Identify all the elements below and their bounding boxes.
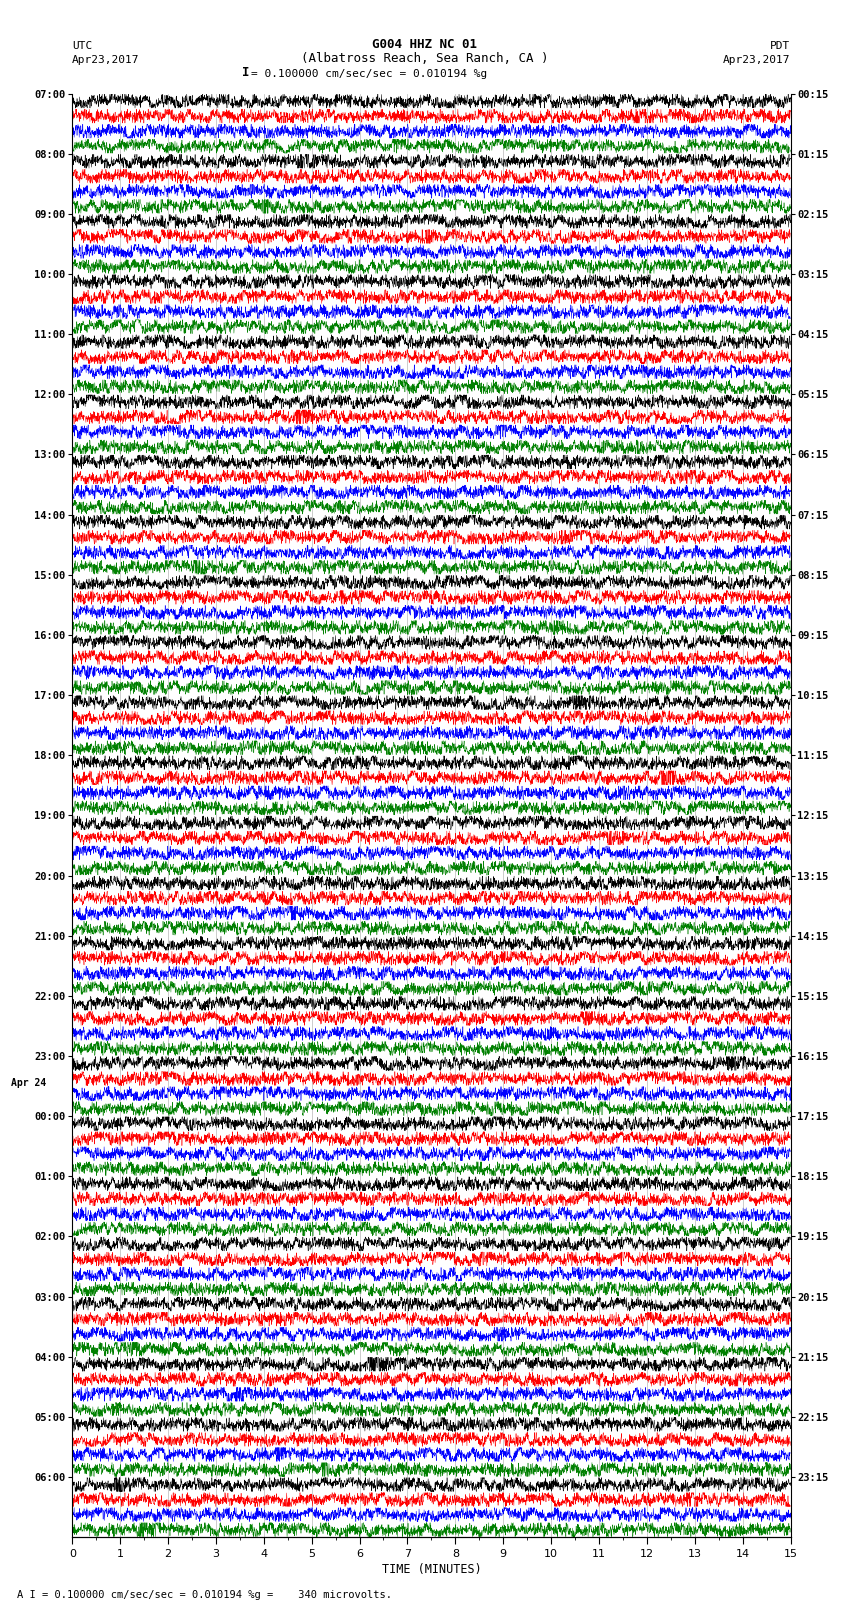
Text: Apr23,2017: Apr23,2017 [723, 55, 791, 65]
Text: UTC: UTC [72, 40, 93, 50]
Text: I: I [242, 66, 250, 79]
Text: PDT: PDT [770, 40, 790, 50]
Text: (Albatross Reach, Sea Ranch, CA ): (Albatross Reach, Sea Ranch, CA ) [301, 52, 549, 65]
Text: Apr23,2017: Apr23,2017 [72, 55, 139, 65]
Text: = 0.100000 cm/sec/sec = 0.010194 %g: = 0.100000 cm/sec/sec = 0.010194 %g [251, 69, 487, 79]
X-axis label: TIME (MINUTES): TIME (MINUTES) [382, 1563, 481, 1576]
Text: G004 HHZ NC 01: G004 HHZ NC 01 [372, 37, 478, 50]
Text: A I = 0.100000 cm/sec/sec = 0.010194 %g =    340 microvolts.: A I = 0.100000 cm/sec/sec = 0.010194 %g … [17, 1590, 392, 1600]
Text: Apr 24: Apr 24 [11, 1077, 47, 1089]
